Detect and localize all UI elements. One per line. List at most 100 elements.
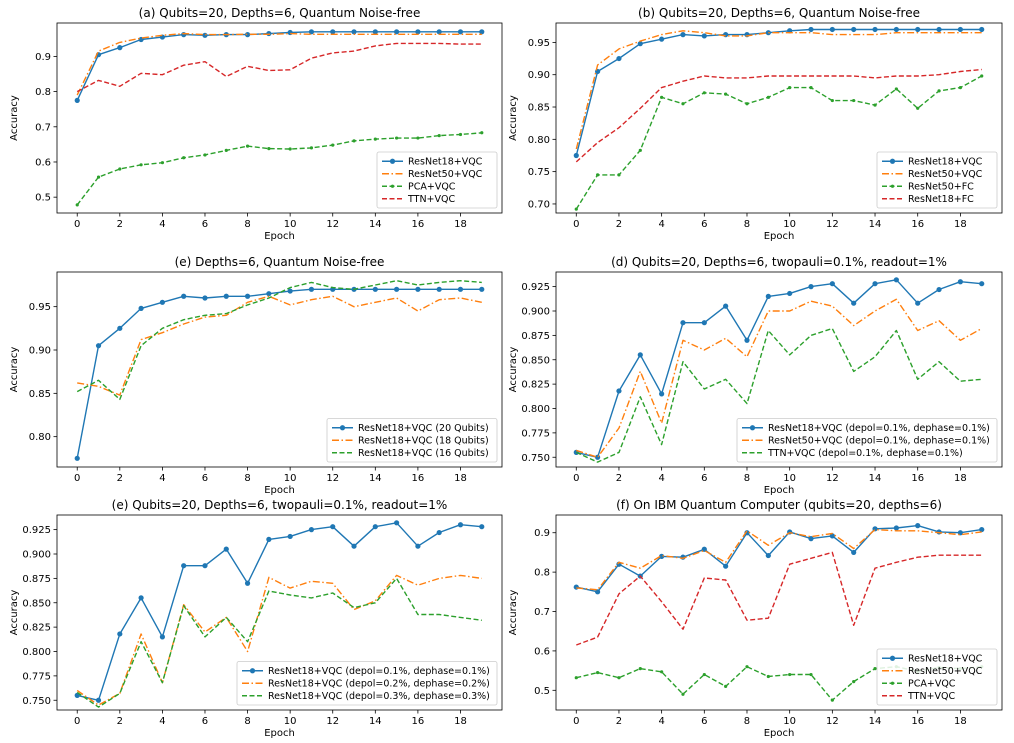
data-point <box>573 584 579 590</box>
series-line-1 <box>576 279 982 458</box>
data-point <box>745 665 749 669</box>
x-tick-label: 10 <box>284 716 297 727</box>
data-point <box>394 29 400 35</box>
data-point <box>436 29 442 35</box>
x-tick-label: 16 <box>911 219 924 230</box>
y-tick-label: 0.900 <box>521 307 550 318</box>
data-point <box>596 670 600 675</box>
legend-label: ResNet50+VQC <box>908 666 983 677</box>
y-tick-label: 0.8 <box>534 568 550 579</box>
data-point <box>617 173 621 177</box>
y-tick-label: 0.95 <box>528 38 550 49</box>
y-tick-label: 0.80 <box>29 432 51 443</box>
series-line-3 <box>575 75 983 210</box>
data-point <box>617 676 621 680</box>
data-point <box>724 92 728 96</box>
x-tick-label: 8 <box>744 473 750 484</box>
x-tick-label: 14 <box>369 219 382 230</box>
data-point <box>958 86 962 90</box>
x-tick-label: 2 <box>117 716 123 727</box>
legend-marker <box>749 425 756 431</box>
legend-label: PCA+VQC <box>908 679 956 690</box>
y-tick-label: 0.9 <box>534 528 550 539</box>
data-point <box>980 74 984 78</box>
data-point <box>829 281 835 287</box>
series-line-1 <box>575 28 982 156</box>
x-tick-label: 16 <box>412 716 425 727</box>
x-tick-label: 18 <box>454 716 467 727</box>
data-point <box>680 32 686 38</box>
legend: ResNet18+VQC (depol=0.1%, dephase=0.1%) R… <box>236 661 498 706</box>
data-point <box>723 563 729 569</box>
x-tick-label: 8 <box>244 473 250 484</box>
x-tick-label: 18 <box>954 716 967 727</box>
data-point <box>138 595 144 601</box>
data-point <box>596 173 600 177</box>
legend-label: ResNet50+VQC <box>408 169 483 180</box>
data-point <box>244 580 251 586</box>
y-tick-label: 0.8 <box>35 87 51 98</box>
y-tick-label: 0.90 <box>29 346 51 357</box>
chart-title: (e) Qubits=20, Depths=6, twopauli=0.1%, … <box>112 498 448 512</box>
legend-marker <box>339 425 346 431</box>
data-point <box>415 543 421 549</box>
data-point <box>979 526 985 533</box>
data-point <box>659 36 665 42</box>
data-point <box>766 674 770 679</box>
legend-box <box>376 151 498 209</box>
series-line-3 <box>76 577 482 708</box>
data-point <box>894 87 898 91</box>
data-point <box>308 527 315 533</box>
legend-label: ResNet18+VQC <box>908 654 983 665</box>
data-point <box>829 26 835 33</box>
data-point <box>160 161 164 165</box>
x-tick-label: 2 <box>616 716 622 727</box>
data-point <box>308 286 315 292</box>
data-point <box>680 320 686 326</box>
y-axis-label: Accuracy <box>9 590 20 636</box>
x-tick-label: 14 <box>869 716 882 727</box>
data-point <box>723 303 729 309</box>
y-tick-label: 0.750 <box>521 453 550 464</box>
data-point <box>851 26 857 33</box>
y-axis-label: Accuracy <box>9 95 20 141</box>
chart-title: (a) Qubits=20, Depths=6, Quantum Noise-f… <box>139 6 421 20</box>
legend-marker <box>890 184 895 188</box>
y-tick-label: 0.875 <box>22 574 51 585</box>
x-tick-label: 6 <box>202 716 208 727</box>
plot-frame <box>555 271 1003 468</box>
y-tick-label: 0.800 <box>521 404 550 415</box>
series-line-4 <box>576 551 982 646</box>
data-point <box>851 300 857 306</box>
x-tick-label: 10 <box>284 219 297 230</box>
y-tick-label: 0.9 <box>35 52 51 63</box>
plot-frame <box>555 514 1003 711</box>
y-tick-label: 0.5 <box>35 193 51 204</box>
data-point <box>202 295 208 301</box>
data-point <box>808 284 814 290</box>
legend-label: ResNet50+VQC <box>908 169 983 180</box>
x-tick-label: 4 <box>159 219 165 230</box>
legend: ResNet18+VQC (20 Qubits) ResNet18+VQC (18… <box>326 418 498 463</box>
x-tick-label: 10 <box>284 473 297 484</box>
x-tick-label: 0 <box>74 716 80 727</box>
data-point <box>957 26 963 33</box>
x-tick-label: 6 <box>202 219 208 230</box>
data-point <box>244 32 251 38</box>
x-tick-label: 14 <box>869 219 882 230</box>
data-point <box>309 146 314 150</box>
x-tick-label: 4 <box>159 473 165 484</box>
y-tick-label: 0.775 <box>22 671 51 682</box>
data-point <box>351 29 357 35</box>
legend-box <box>876 151 998 209</box>
data-point <box>436 529 442 536</box>
y-axis-label: Accuracy <box>9 347 20 393</box>
y-tick-label: 0.80 <box>528 135 550 146</box>
data-point <box>937 89 941 93</box>
legend-label: ResNet18+VQC (depol=0.2%, dephase=0.2%) <box>268 679 490 690</box>
x-tick-label: 10 <box>783 219 796 230</box>
data-point <box>352 139 356 143</box>
legend-label: ResNet18+VQC (20 Qubits) <box>358 423 489 434</box>
